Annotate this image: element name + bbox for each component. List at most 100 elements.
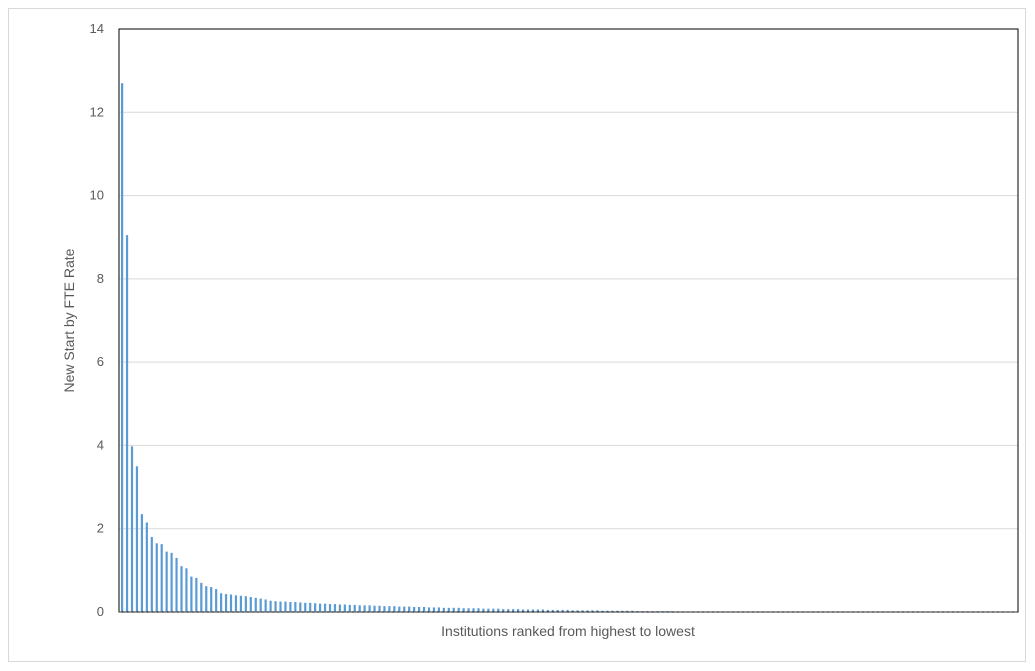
bar bbox=[502, 609, 505, 612]
bar bbox=[492, 608, 495, 612]
bar bbox=[155, 543, 158, 612]
bar bbox=[408, 606, 411, 612]
bar bbox=[269, 600, 272, 612]
bar bbox=[239, 595, 242, 612]
bar bbox=[531, 609, 535, 612]
bar bbox=[512, 609, 515, 612]
bar bbox=[304, 602, 307, 612]
bar bbox=[556, 609, 559, 612]
bar bbox=[526, 609, 530, 612]
bar bbox=[576, 610, 579, 612]
bar bbox=[165, 551, 168, 612]
bar bbox=[546, 609, 549, 612]
y-tick-label: 0 bbox=[97, 604, 104, 619]
bar bbox=[200, 582, 203, 612]
bar bbox=[319, 603, 322, 612]
bar bbox=[462, 608, 465, 612]
bar bbox=[606, 610, 609, 612]
bar bbox=[264, 599, 267, 612]
bar bbox=[358, 605, 361, 612]
bar bbox=[630, 610, 634, 612]
bar bbox=[477, 608, 480, 612]
bar bbox=[279, 601, 282, 612]
bar bbox=[413, 607, 416, 612]
bar bbox=[447, 607, 450, 612]
bar bbox=[467, 608, 470, 612]
bar bbox=[205, 586, 208, 612]
bar bbox=[343, 604, 346, 612]
bar bbox=[180, 566, 183, 612]
bar bbox=[497, 608, 500, 612]
bar bbox=[571, 610, 574, 612]
bar bbox=[541, 609, 544, 612]
bar bbox=[368, 605, 371, 612]
bar bbox=[170, 552, 173, 612]
y-tick-label: 4 bbox=[97, 437, 104, 452]
plot-area-border bbox=[118, 28, 1019, 613]
bar bbox=[373, 605, 376, 612]
bar bbox=[487, 608, 490, 612]
y-tick-label: 6 bbox=[97, 354, 104, 369]
bar bbox=[457, 607, 460, 612]
chart-frame bbox=[8, 8, 1026, 662]
bar bbox=[517, 609, 520, 612]
bar bbox=[521, 609, 525, 612]
bar bbox=[398, 606, 401, 612]
bar bbox=[581, 610, 584, 612]
bar bbox=[254, 597, 257, 612]
bar bbox=[427, 607, 431, 612]
bar bbox=[229, 594, 233, 612]
bar bbox=[432, 607, 436, 612]
bar bbox=[294, 602, 297, 612]
bar bbox=[472, 608, 475, 612]
bar bbox=[244, 596, 247, 612]
bar bbox=[130, 446, 134, 612]
bar bbox=[378, 605, 381, 612]
bar bbox=[150, 537, 153, 612]
bar bbox=[125, 235, 129, 612]
bars bbox=[121, 83, 950, 613]
bar bbox=[616, 610, 619, 612]
bar bbox=[625, 610, 629, 612]
bar bbox=[249, 597, 252, 612]
bar bbox=[507, 609, 510, 612]
y-tick-label: 10 bbox=[90, 188, 104, 203]
bar bbox=[536, 609, 539, 612]
bar bbox=[185, 568, 188, 612]
bar bbox=[348, 604, 351, 612]
bar bbox=[135, 466, 139, 612]
gridlines bbox=[119, 111, 1018, 530]
bar bbox=[422, 607, 426, 612]
y-tick-label: 8 bbox=[97, 271, 104, 286]
y-tick-label: 14 bbox=[90, 21, 104, 36]
bar bbox=[452, 607, 455, 612]
bar bbox=[323, 603, 327, 612]
bar bbox=[482, 608, 485, 612]
bar bbox=[314, 603, 317, 612]
bar bbox=[328, 604, 332, 612]
bar bbox=[190, 576, 193, 612]
bar bbox=[566, 609, 569, 612]
bar bbox=[284, 601, 287, 612]
y-axis-title: New Start by FTE Rate bbox=[61, 248, 77, 392]
x-axis-title: Institutions ranked from highest to lowe… bbox=[441, 623, 695, 639]
bar bbox=[393, 606, 396, 612]
bar bbox=[234, 595, 238, 612]
y-tick-label: 2 bbox=[97, 521, 104, 536]
bar bbox=[259, 598, 262, 612]
bar bbox=[363, 605, 366, 612]
bar bbox=[175, 557, 178, 612]
bar bbox=[620, 610, 624, 612]
y-tick-labels: 0 2 4 6 8 10 12 14 bbox=[90, 21, 104, 619]
bar bbox=[333, 604, 337, 612]
bar bbox=[299, 602, 302, 612]
bar bbox=[338, 604, 341, 612]
bar bbox=[215, 589, 218, 612]
bar bbox=[289, 602, 292, 612]
bar bbox=[403, 606, 406, 612]
bar bbox=[388, 606, 391, 612]
bar bbox=[591, 610, 594, 612]
bar bbox=[140, 514, 143, 612]
y-tick-label: 12 bbox=[90, 104, 104, 119]
